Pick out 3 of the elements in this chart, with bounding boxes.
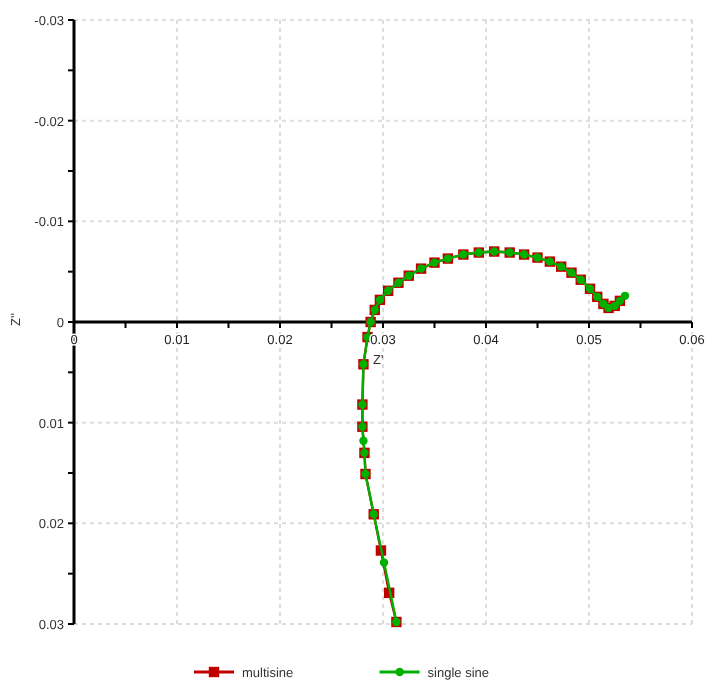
point	[379, 558, 389, 567]
point	[359, 436, 368, 445]
point	[620, 291, 630, 301]
